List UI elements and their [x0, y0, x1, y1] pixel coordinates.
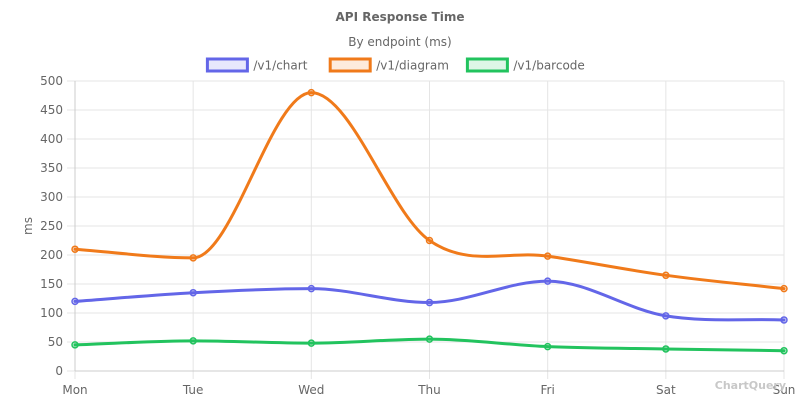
x-tick-label: Tue: [182, 383, 204, 397]
grid: [67, 80, 785, 379]
legend-item[interactable]: /v1/diagram: [328, 57, 449, 73]
series-line: [73, 337, 786, 353]
data-point[interactable]: [543, 277, 552, 285]
y-tick-label: 450: [40, 103, 63, 117]
y-axis-title: ms: [21, 217, 35, 235]
chart-title: API Response Time: [335, 10, 464, 24]
y-tick-label: 350: [40, 161, 63, 175]
data-point[interactable]: [780, 346, 788, 355]
data-point[interactable]: [425, 236, 434, 245]
y-tick-label: 250: [40, 219, 63, 233]
series: [71, 277, 788, 324]
series: [71, 335, 788, 355]
data-point[interactable]: [780, 284, 788, 293]
legend-label: /v1/chart: [253, 59, 307, 73]
y-tick-label: 400: [40, 132, 63, 146]
y-tick-label: 150: [40, 277, 63, 291]
series-line: [73, 279, 786, 322]
series: [71, 88, 788, 293]
y-tick-label: 100: [40, 306, 63, 320]
data-point[interactable]: [780, 316, 788, 324]
data-point[interactable]: [189, 288, 197, 297]
data-point[interactable]: [71, 245, 79, 253]
legend-label: /v1/barcode: [513, 59, 584, 73]
chart-subtitle: By endpoint (ms): [348, 35, 451, 49]
data-point[interactable]: [307, 339, 316, 347]
legend-swatch: [328, 57, 372, 73]
data-point[interactable]: [543, 252, 552, 260]
x-tick-label: Thu: [417, 383, 441, 397]
series-line: [73, 91, 786, 291]
data-point[interactable]: [662, 345, 670, 353]
legend-label: /v1/diagram: [376, 59, 449, 73]
x-tick-label: Sun: [773, 383, 796, 397]
data-point[interactable]: [189, 337, 197, 345]
data-point[interactable]: [425, 298, 434, 307]
y-tick-label: 300: [40, 190, 63, 204]
y-tick-label: 200: [40, 248, 63, 262]
x-tick-label: Mon: [62, 383, 87, 397]
data-point[interactable]: [662, 271, 670, 280]
data-point[interactable]: [425, 335, 434, 343]
x-tick-label: Sat: [656, 383, 676, 397]
data-point[interactable]: [307, 88, 316, 97]
data-point[interactable]: [307, 284, 316, 293]
data-point[interactable]: [71, 341, 79, 349]
data-point[interactable]: [71, 297, 79, 306]
data-point[interactable]: [543, 342, 552, 351]
data-point[interactable]: [189, 254, 197, 262]
axes: 0 50 100 150 200 250 300 350 400 450 500 Mon Tue Wed T…: [40, 74, 795, 397]
legend-item[interactable]: /v1/chart: [205, 57, 308, 73]
x-tick-label: Fri: [541, 383, 555, 397]
y-tick-label: 50: [48, 335, 63, 349]
y-tick-label: 500: [40, 74, 63, 88]
legend-item[interactable]: /v1/barcode: [465, 57, 585, 73]
y-tick-label: 0: [55, 364, 63, 378]
legend-swatch: [465, 57, 509, 73]
data-point[interactable]: [662, 312, 670, 320]
watermark: ChartQuery: [715, 379, 786, 392]
series-group: [71, 88, 788, 355]
legend-swatch: [205, 57, 249, 73]
legend[interactable]: /v1/chart/v1/diagram/v1/barcode: [205, 57, 585, 73]
x-tick-label: Wed: [298, 383, 324, 397]
